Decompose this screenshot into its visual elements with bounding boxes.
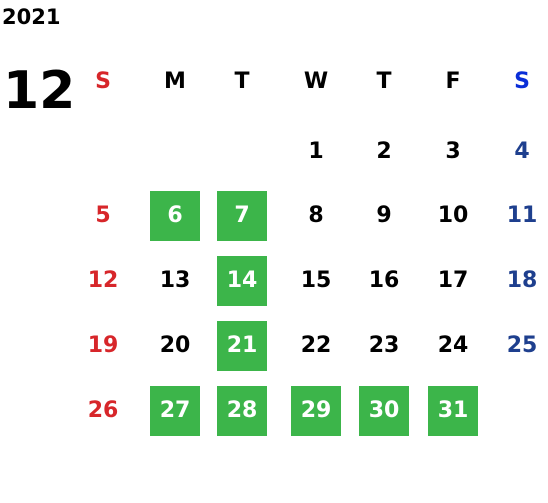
highlight-box: [291, 386, 341, 436]
day: 24: [438, 333, 469, 358]
day: 21: [227, 333, 258, 358]
day: 13: [160, 268, 191, 293]
day: 14: [227, 268, 258, 293]
weekday-header: S: [514, 69, 530, 94]
day: 25: [507, 333, 538, 358]
weekday-header: T: [376, 69, 391, 94]
day: 28: [227, 398, 258, 423]
day: 19: [88, 333, 119, 358]
day: 26: [88, 398, 119, 423]
weekday-header: F: [445, 69, 460, 94]
day: 20: [160, 333, 191, 358]
highlight-box: [217, 321, 267, 371]
highlight-box: [217, 386, 267, 436]
day: 27: [160, 398, 191, 423]
day: 6: [167, 203, 182, 228]
day: 11: [507, 203, 538, 228]
day: 31: [438, 398, 469, 423]
day: 9: [376, 203, 391, 228]
month: 12: [3, 61, 75, 121]
highlight-box: [217, 256, 267, 306]
day: 3: [445, 139, 460, 164]
day: 23: [369, 333, 400, 358]
year: 2021: [2, 5, 60, 29]
day: 15: [301, 268, 332, 293]
highlight-box: [150, 386, 200, 436]
highlight-box: [428, 386, 478, 436]
weekday-header: W: [304, 69, 328, 94]
day: 16: [369, 268, 400, 293]
day: 22: [301, 333, 332, 358]
highlight-box: [217, 191, 267, 241]
highlight-box: [359, 386, 409, 436]
day: 1: [308, 139, 323, 164]
day: 12: [88, 268, 119, 293]
day: 10: [438, 203, 469, 228]
day: 4: [514, 139, 529, 164]
day: 30: [369, 398, 400, 423]
weekday-header: T: [234, 69, 249, 94]
highlight-box: [150, 191, 200, 241]
day: 18: [507, 268, 538, 293]
day: 5: [95, 203, 110, 228]
weekday-header: S: [95, 69, 111, 94]
day: 2: [376, 139, 391, 164]
day: 8: [308, 203, 323, 228]
day: 29: [301, 398, 332, 423]
day: 7: [234, 203, 249, 228]
day: 17: [438, 268, 469, 293]
weekday-header: M: [164, 69, 186, 94]
